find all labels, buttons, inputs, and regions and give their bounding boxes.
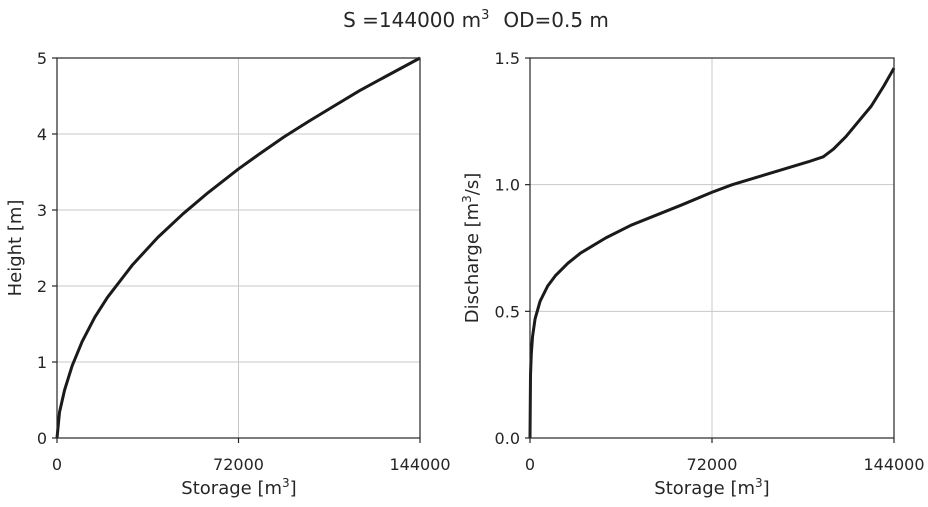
discharge-chart-ylabel-text: Discharge [m <box>462 203 483 323</box>
height-chart-ytick-label: 1 <box>37 353 47 372</box>
discharge-chart-ylabel-sup: 3 <box>460 195 474 203</box>
height-chart-series-line <box>55 56 421 439</box>
height-chart-ytick-label: 4 <box>37 125 47 144</box>
discharge-chart-xlabel: Storage [m3] <box>654 476 769 499</box>
discharge-chart-xtick-label: 72000 <box>687 455 738 474</box>
discharge-chart-ylabel-end: /s] <box>462 173 483 195</box>
discharge-chart-xlabel-text: Storage [m <box>654 478 755 499</box>
discharge-chart-xlabel-end: ] <box>763 478 770 499</box>
figure-title-sup: 3 <box>481 8 489 23</box>
height-chart-ytick-label: 5 <box>37 49 47 68</box>
discharge-chart-ytick-label: 1.5 <box>495 49 520 68</box>
height-chart-xtick-label: 72000 <box>213 455 264 474</box>
discharge-chart-ytick-label: 0.5 <box>495 302 520 321</box>
discharge-chart-xtick-label: 0 <box>525 455 535 474</box>
height-chart-ytick-label: 2 <box>37 277 47 296</box>
discharge-chart-ytick-label: 0.0 <box>495 429 520 448</box>
height-chart-ylabel: Height [m] <box>5 200 26 297</box>
height-chart-xlabel-end: ] <box>290 478 297 499</box>
discharge-chart-series-line <box>528 67 896 439</box>
discharge-chart-xlabel-sup: 3 <box>755 476 763 490</box>
discharge-chart-ytick-label: 1.0 <box>495 176 520 195</box>
height-chart-xtick-label: 0 <box>52 455 62 474</box>
height-chart-xlabel-sup: 3 <box>282 476 290 490</box>
height-chart-xlabel: Storage [m3] <box>181 476 296 499</box>
height-chart-ytick-label: 0 <box>37 429 47 448</box>
figure-title-prefix: S =144000 m <box>343 8 481 32</box>
height-chart-ylabel-text: Height [m] <box>5 200 26 297</box>
height-chart-xtick-label: 144000 <box>389 455 450 474</box>
figure-title: S =144000 m3 OD=0.5 m <box>343 8 609 32</box>
height-chart-xlabel-text: Storage [m <box>181 478 282 499</box>
discharge-chart-xtick-label: 144000 <box>863 455 924 474</box>
discharge-chart-ylabel: Discharge [m3/s] <box>460 173 483 324</box>
height-chart-ytick-label: 3 <box>37 201 47 220</box>
figure-title-suffix: OD=0.5 m <box>503 8 609 32</box>
